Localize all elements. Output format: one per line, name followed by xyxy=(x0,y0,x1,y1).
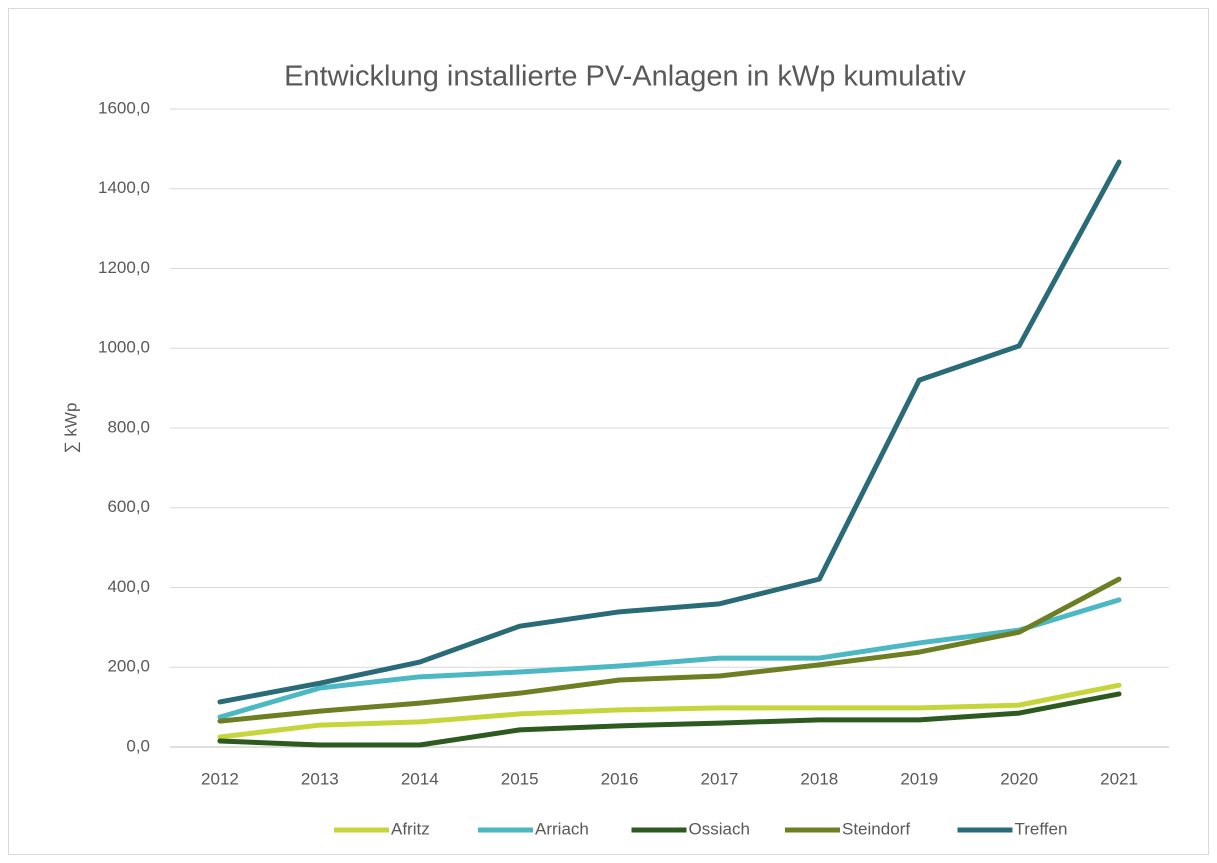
x-tick-label: 2013 xyxy=(301,769,339,788)
legend-label: Ossiach xyxy=(689,819,750,838)
x-tick-label: 2019 xyxy=(900,769,938,788)
series-line xyxy=(217,682,1122,740)
y-axis-label: ∑ kWp xyxy=(61,403,80,454)
x-tick-label: 2016 xyxy=(601,769,639,788)
y-tick-label: 600,0 xyxy=(107,497,150,516)
series-line xyxy=(217,597,1122,720)
series-line xyxy=(217,576,1122,724)
x-tick-label: 2017 xyxy=(701,769,739,788)
legend-label: Arriach xyxy=(535,819,589,838)
x-tick-label: 2015 xyxy=(501,769,539,788)
x-tick-label: 2012 xyxy=(201,769,239,788)
y-tick-label: 1400,0 xyxy=(98,178,150,197)
x-tick-label: 2021 xyxy=(1100,769,1138,788)
y-tick-label: 800,0 xyxy=(107,417,150,436)
x-tick-label: 2018 xyxy=(800,769,838,788)
chart-title: Entwicklung installierte PV-Anlagen in k… xyxy=(284,61,966,93)
x-tick-label: 2020 xyxy=(1000,769,1038,788)
legend-label: Afritz xyxy=(391,819,430,838)
legend-label: Treffen xyxy=(1015,819,1068,838)
y-tick-label: 1600,0 xyxy=(98,98,150,117)
legend-label: Steindorf xyxy=(842,819,910,838)
y-tick-label: 1200,0 xyxy=(98,258,150,277)
y-tick-label: 0,0 xyxy=(126,736,150,755)
y-tick-label: 200,0 xyxy=(107,657,150,676)
x-tick-label: 2014 xyxy=(401,769,439,788)
series-line xyxy=(217,159,1122,705)
series-line xyxy=(217,691,1122,748)
y-tick-label: 1000,0 xyxy=(98,338,150,357)
y-tick-label: 400,0 xyxy=(107,577,150,596)
